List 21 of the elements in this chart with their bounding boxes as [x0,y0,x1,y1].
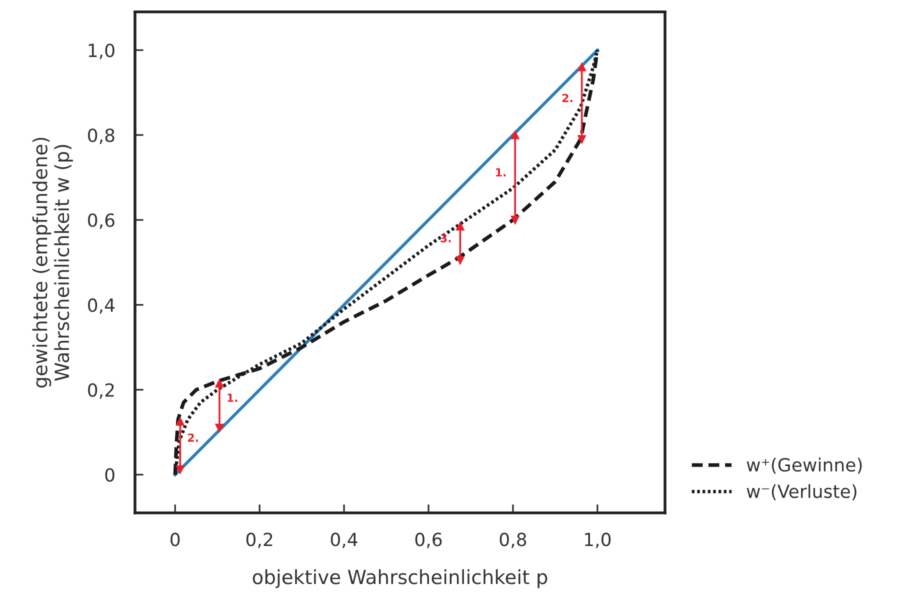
x-tick-label: 0,4 [330,532,358,548]
x-axis-title: objektive Wahrscheinlichkeit p [252,569,548,588]
x-tick-label: 0,8 [500,532,526,548]
annotation: 2. [188,433,198,442]
y-tick-label: 0,2 [88,383,114,399]
x-tick-label: 0,6 [415,532,442,548]
y-tick-label: 1,0 [88,44,114,60]
x-tick-label: 0 [170,532,180,546]
y-tick-label: 0 [105,468,114,482]
legend-label: w⁻(Verluste) [746,484,856,500]
x-tick-label: 1,0 [585,532,611,548]
y-tick-label: 0,6 [88,213,114,229]
y-axis-title: gewichtete (empfundene) Wahrscheinlichkeit w (p) [32,138,73,388]
y-tick-label: 0,4 [88,298,115,314]
annotation: 1. [496,168,506,176]
annotation: 3. [440,234,451,242]
annotation: 1. [228,394,238,402]
legend-label: w⁺(Gewinne) [746,458,862,474]
x-tick-label: 0,2 [246,532,272,548]
annotation: 2. [562,94,572,102]
y-tick-label: 0,8 [88,128,114,144]
